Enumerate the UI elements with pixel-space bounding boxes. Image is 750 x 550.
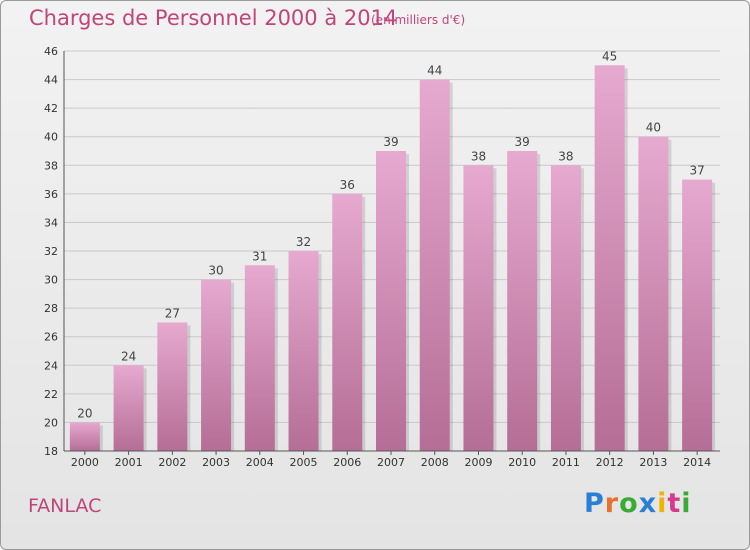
logo-letter: r xyxy=(604,488,620,519)
x-tick-label: 2000 xyxy=(71,456,99,469)
y-tick-label: 40 xyxy=(44,131,58,144)
commune-name: FANLAC xyxy=(28,495,102,517)
x-tick-label: 2008 xyxy=(421,456,449,469)
bar-value-label: 27 xyxy=(165,306,180,320)
y-tick-label: 42 xyxy=(44,102,58,115)
logo-letter: i xyxy=(681,488,692,519)
logo-letter: i xyxy=(657,488,668,519)
y-tick-label: 18 xyxy=(44,445,58,458)
bar xyxy=(594,65,625,452)
bar-value-label: 40 xyxy=(646,121,661,135)
x-tick-label: 2012 xyxy=(596,456,624,469)
y-tick-label: 20 xyxy=(44,416,58,429)
x-tick-label: 2010 xyxy=(508,456,536,469)
x-tick-label: 2007 xyxy=(377,456,405,469)
x-tick-label: 2014 xyxy=(683,456,711,469)
bar-value-label: 39 xyxy=(383,135,398,149)
y-tick-label: 30 xyxy=(44,274,58,287)
y-tick-label: 24 xyxy=(44,359,58,372)
bar-value-label: 24 xyxy=(121,349,136,363)
bar-value-label: 20 xyxy=(77,406,92,420)
bar xyxy=(69,422,100,451)
bar-value-label: 38 xyxy=(558,149,573,163)
bar-value-label: 36 xyxy=(340,178,355,192)
x-tick-label: 2009 xyxy=(464,456,492,469)
bar xyxy=(419,79,450,452)
bar xyxy=(244,265,275,451)
bar-value-label: 32 xyxy=(296,235,311,249)
bar xyxy=(113,365,144,451)
bar-value-label: 44 xyxy=(427,64,442,78)
logo-letter: P xyxy=(584,488,605,519)
bar-value-label: 30 xyxy=(208,264,223,278)
bar-value-label: 45 xyxy=(602,49,617,63)
logo-letter: o xyxy=(619,488,639,519)
y-tick-label: 32 xyxy=(44,245,58,258)
x-tick-label: 2011 xyxy=(552,456,580,469)
bar xyxy=(463,165,494,452)
bar xyxy=(682,179,713,452)
bar-value-label: 39 xyxy=(515,135,530,149)
bar-value-label: 38 xyxy=(471,149,486,163)
x-tick-label: 2006 xyxy=(333,456,361,469)
bar-value-label: 37 xyxy=(689,164,704,178)
logo-letter: x xyxy=(638,488,658,519)
y-tick-label: 44 xyxy=(44,74,58,87)
y-tick-label: 26 xyxy=(44,331,58,344)
chart-title: Charges de Personnel 2000 à 2014 xyxy=(29,6,398,30)
bar xyxy=(157,322,188,451)
y-tick-label: 46 xyxy=(44,45,58,58)
logo-letter: t xyxy=(667,488,682,519)
bar xyxy=(550,165,581,452)
bar xyxy=(201,279,232,451)
x-tick-label: 2004 xyxy=(246,456,274,469)
proxiti-logo[interactable]: Proxiti xyxy=(584,488,692,519)
x-tick-label: 2005 xyxy=(290,456,318,469)
y-tick-label: 36 xyxy=(44,188,58,201)
x-tick-label: 2013 xyxy=(639,456,667,469)
bar xyxy=(288,251,319,451)
bar xyxy=(638,136,669,451)
bar xyxy=(332,193,363,451)
y-tick-label: 28 xyxy=(44,302,58,315)
bar-value-label: 31 xyxy=(252,249,267,263)
chart-subtitle: (en milliers d'€) xyxy=(371,13,466,27)
y-tick-label: 38 xyxy=(44,159,58,172)
x-tick-label: 2002 xyxy=(158,456,186,469)
x-tick-label: 2001 xyxy=(115,456,143,469)
x-tick-label: 2003 xyxy=(202,456,230,469)
y-tick-label: 22 xyxy=(44,388,58,401)
bar xyxy=(376,151,406,451)
y-tick-label: 34 xyxy=(44,216,58,229)
bar xyxy=(507,151,538,451)
